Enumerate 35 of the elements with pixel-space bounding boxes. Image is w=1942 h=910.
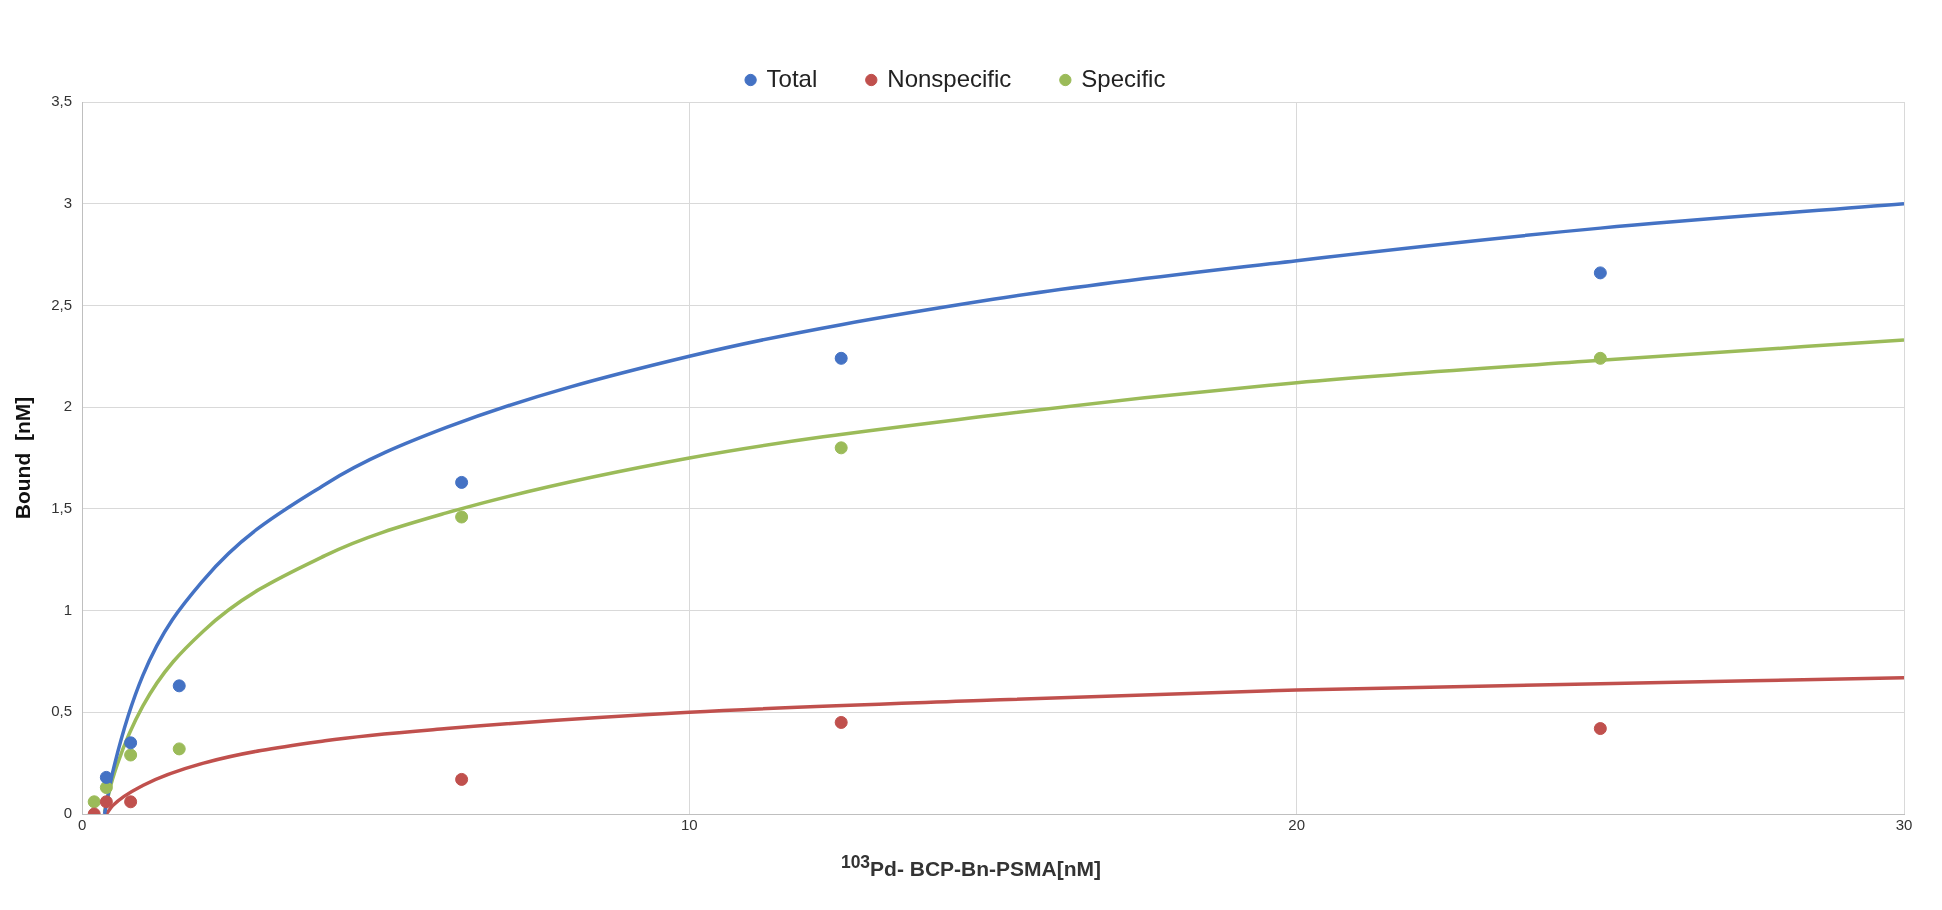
point (455, 510, 469, 524)
y-tick-label: 1,5 (51, 499, 73, 516)
point (834, 351, 848, 365)
x-tick-label: 10 (681, 816, 698, 834)
point (124, 795, 138, 809)
point (455, 475, 469, 489)
y-tick-label: 2 (63, 397, 73, 415)
y-axis-title: Bound [nM] (11, 396, 35, 520)
y-tick-label: 2,5 (51, 295, 73, 313)
point (99, 770, 113, 784)
y-tick-label: 1 (63, 600, 73, 618)
x-tick-label: 30 (1895, 816, 1913, 834)
y-tick-label: 0,5 (51, 702, 73, 720)
y-tick-label: 3,5 (51, 92, 73, 110)
point (834, 715, 848, 729)
point (172, 742, 186, 756)
point (1593, 266, 1607, 280)
point (124, 736, 138, 750)
point (99, 781, 113, 795)
legend-label: Total (766, 64, 818, 92)
x-axis-title: $^{103}$Pd- BCP-Bn-PSMA[nM] (839, 852, 1103, 881)
point (1593, 722, 1607, 736)
point (172, 679, 186, 693)
point (99, 795, 113, 809)
point (1593, 351, 1607, 365)
x-tick-label: 20 (1288, 816, 1306, 834)
x-tick-label: 0 (77, 816, 87, 834)
point (455, 772, 469, 786)
point (87, 795, 101, 809)
y-tick-label: 0 (63, 804, 73, 822)
legend-label: Specific (1081, 64, 1166, 92)
point (834, 441, 848, 455)
y-tick-label: 3 (63, 193, 73, 211)
legend-label: Nonspecific (887, 64, 1012, 92)
point (124, 748, 138, 762)
